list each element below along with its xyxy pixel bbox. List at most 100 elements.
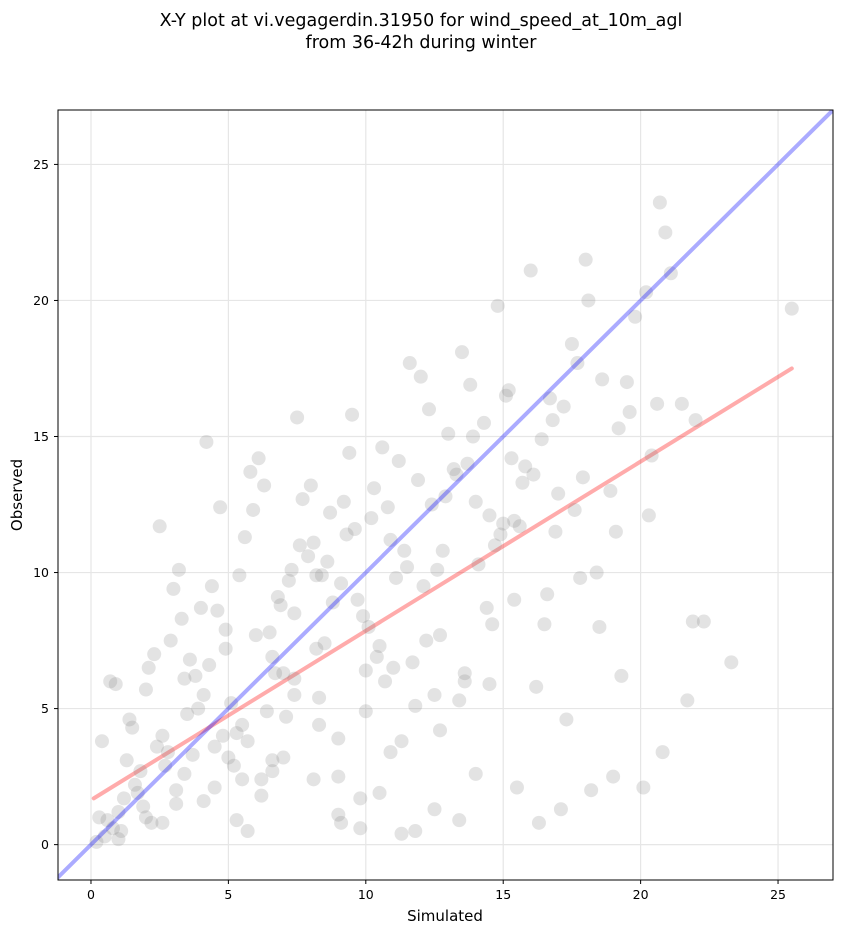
data-point — [199, 434, 214, 449]
data-point — [358, 663, 373, 678]
data-point — [160, 745, 175, 760]
data-point — [111, 804, 126, 819]
data-point — [391, 453, 406, 468]
data-point — [202, 658, 217, 673]
data-point — [581, 293, 596, 308]
data-point — [471, 557, 486, 572]
data-point — [435, 543, 450, 558]
data-point — [301, 549, 316, 564]
data-point — [685, 614, 700, 629]
data-point — [309, 641, 324, 656]
data-point — [496, 516, 511, 531]
data-point — [265, 753, 280, 768]
data-point — [408, 698, 423, 713]
data-point — [182, 652, 197, 667]
data-point — [394, 734, 409, 749]
data-point — [526, 467, 541, 482]
data-point — [207, 739, 222, 754]
data-point — [251, 451, 266, 466]
data-point — [564, 336, 579, 351]
data-point — [339, 527, 354, 542]
data-point — [347, 522, 362, 537]
data-point — [551, 486, 566, 501]
data-point — [545, 413, 560, 428]
data-point — [166, 581, 181, 596]
data-point — [531, 815, 546, 830]
data-point — [254, 788, 269, 803]
chart-subtitle: from 36-42h during winter — [306, 33, 538, 53]
data-point — [402, 356, 417, 371]
data-point — [427, 687, 442, 702]
data-point — [724, 655, 739, 670]
data-point — [603, 483, 618, 498]
data-point — [479, 600, 494, 615]
data-point — [641, 508, 656, 523]
data-point — [622, 405, 637, 420]
data-point — [144, 815, 159, 830]
data-point — [438, 489, 453, 504]
data-point — [229, 726, 244, 741]
data-point — [567, 502, 582, 517]
y-axis-ticks: 0 5 10 15 20 25 — [33, 157, 58, 852]
data-point — [515, 475, 530, 490]
data-point — [383, 745, 398, 760]
data-point — [273, 598, 288, 613]
fit-lines-overlay — [58, 110, 833, 880]
data-point — [353, 821, 368, 836]
data-point — [411, 473, 426, 488]
data-point — [553, 802, 568, 817]
data-point — [331, 769, 346, 784]
reference-lines — [91, 366, 794, 801]
data-point — [592, 619, 607, 634]
data-point — [465, 429, 480, 444]
data-point — [405, 655, 420, 670]
data-point — [361, 619, 376, 634]
data-point — [152, 519, 167, 534]
data-point — [111, 832, 126, 847]
data-point — [784, 301, 799, 316]
data-point — [268, 666, 283, 681]
data-point — [108, 677, 123, 692]
data-point — [257, 478, 272, 493]
data-point — [138, 682, 153, 697]
data-point — [218, 622, 233, 637]
x-axis-label: Simulated — [407, 907, 483, 925]
data-point — [674, 396, 689, 411]
y-tick-label-0: 0 — [41, 837, 49, 852]
data-point — [155, 815, 170, 830]
data-point — [452, 693, 467, 708]
data-point — [100, 813, 115, 828]
data-point — [501, 383, 516, 398]
data-point — [276, 666, 291, 681]
data-point — [573, 570, 588, 585]
data-point — [287, 606, 302, 621]
data-point — [512, 519, 527, 534]
data-point — [331, 731, 346, 746]
data-point — [171, 562, 186, 577]
data-point — [353, 791, 368, 806]
data-point — [193, 600, 208, 615]
data-point — [342, 445, 357, 460]
data-point — [174, 611, 189, 626]
x-tick-label-1: 5 — [224, 887, 232, 902]
data-point — [636, 780, 651, 795]
data-point — [177, 671, 192, 686]
data-point — [589, 565, 604, 580]
data-point — [452, 813, 467, 828]
data-point — [224, 696, 239, 711]
data-point — [306, 772, 321, 787]
data-point — [454, 345, 469, 360]
y-tick-label-1: 5 — [41, 701, 49, 716]
data-point — [243, 464, 258, 479]
data-point — [433, 628, 448, 643]
data-point — [325, 595, 340, 610]
data-point — [331, 807, 346, 822]
data-point — [358, 704, 373, 719]
data-point — [383, 532, 398, 547]
data-point — [284, 562, 299, 577]
x-tick-label-0: 0 — [87, 887, 95, 902]
data-point — [265, 764, 280, 779]
data-point — [493, 527, 508, 542]
data-point — [141, 660, 156, 675]
data-point — [556, 399, 571, 414]
